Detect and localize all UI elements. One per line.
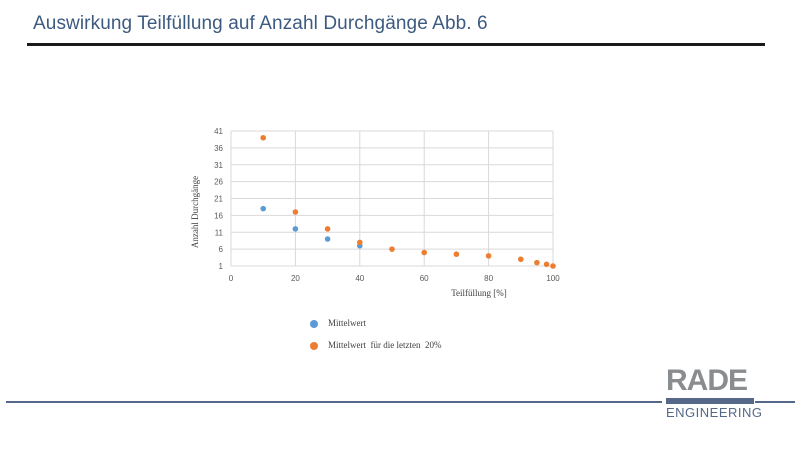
data-point-series-2 — [550, 263, 556, 269]
data-point-series-2 — [324, 226, 331, 232]
slide-title: Auswirkung Teilfüllung auf Anzahl Durchg… — [33, 13, 488, 34]
x-tick-label: 60 — [420, 274, 429, 283]
legend-marker-mittelwert — [310, 320, 318, 328]
logo-bar — [666, 398, 754, 404]
y-tick-label: 11 — [215, 228, 224, 237]
footer-divider-right — [755, 401, 795, 403]
data-point-series-2 — [389, 246, 395, 252]
data-point-series-2 — [421, 249, 428, 256]
y-tick-label: 21 — [214, 195, 223, 204]
y-tick-label: 1 — [219, 262, 224, 271]
y-tick-label: 41 — [214, 127, 223, 136]
data-point-series-2 — [357, 239, 363, 246]
x-tick-label: 20 — [291, 274, 300, 283]
data-point-series-1 — [324, 236, 331, 242]
x-tick-labels: 0 20 40 60 80 100 — [229, 274, 560, 283]
x-tick-label: 100 — [546, 274, 560, 283]
data-point-series-1 — [260, 205, 267, 212]
x-tick-label: 80 — [484, 274, 493, 283]
y-tick-label: 31 — [214, 161, 223, 170]
y-tick-label: 26 — [214, 178, 223, 187]
x-tick-label: 40 — [355, 274, 364, 283]
data-point-series-2 — [292, 209, 299, 215]
y-tick-label: 6 — [219, 245, 224, 254]
data-point-series-2 — [518, 256, 524, 263]
y-tick-label: 16 — [214, 211, 223, 220]
logo-wordmark: RADE — [666, 364, 748, 397]
data-point-series-2 — [485, 253, 492, 259]
chart-grid — [230, 130, 554, 267]
data-point-series-2 — [534, 259, 540, 266]
x-tick-label: 0 — [229, 274, 234, 283]
y-axis-label: Anzahl Durchgänge — [190, 176, 200, 248]
data-points — [260, 134, 556, 269]
data-point-series-2 — [453, 251, 460, 257]
logo-subtitle: ENGINEERING — [666, 405, 763, 420]
data-point-series-2 — [260, 134, 267, 141]
legend-label-mittelwert: Mittelwert — [328, 318, 366, 328]
y-tick-label: 36 — [214, 144, 223, 153]
legend-label-mittelwert-letzte-20: Mittelwert für die letzten 20% — [328, 340, 442, 350]
company-logo: RADE ENGINEERING — [666, 364, 763, 421]
footer-divider — [6, 401, 662, 403]
legend-marker-mittelwert-letzte-20 — [310, 342, 318, 350]
data-point-series-1 — [292, 226, 299, 232]
x-axis-label: Teilfüllung [%] — [451, 288, 507, 298]
data-point-series-2 — [543, 261, 550, 268]
title-divider — [27, 43, 765, 46]
